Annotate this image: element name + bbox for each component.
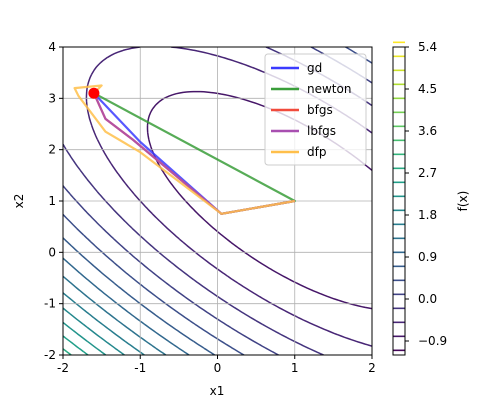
contour-lines [63,47,372,355]
colorbar-tick-label: 3.6 [418,124,437,138]
colorbar-tick-label: 4.5 [418,82,437,96]
x-tick-label: 0 [214,361,222,375]
y-axis-ticks: -2 -1 0 1 2 3 4 [44,40,63,362]
colorbar-label: f(x) [456,191,470,212]
y-tick-label: 2 [48,143,56,157]
x-tick-label: 2 [368,361,376,375]
y-tick-label: -1 [44,297,56,311]
series-line-dfp [73,84,295,215]
legend-label-dfp: dfp [307,145,326,159]
legend: gd newton bfgs lbfgs dfp [264,53,367,166]
y-tick-label: -2 [44,348,56,362]
x-tick-label: 1 [291,361,299,375]
legend-label-newton: newton [307,82,351,96]
contour-level-13 [63,348,72,355]
x-axis-label: x1 [210,384,225,398]
contour-level-6 [63,237,216,355]
contour-level-11 [63,321,107,355]
colorbar-frame [392,46,406,356]
x-tick-label: -1 [134,361,146,375]
colorbar-tick-label: 0.0 [418,292,437,306]
legend-box [264,53,367,166]
legend-label-gd: gd [307,61,322,75]
legend-label-bfgs: bfgs [307,103,333,117]
y-tick-label: 0 [48,245,56,259]
colorbar-tick-label: 2.7 [418,166,437,180]
contour-level-10 [63,307,125,355]
colorbar-background [393,47,405,355]
colorbar-tick-label: 0.9 [418,250,437,264]
x-axis-ticks: -2 -1 0 1 2 [57,355,376,375]
contour-level-1 [146,90,372,310]
colorbar: −0.9 0.0 0.9 1.8 2.7 3.6 4.5 5.4 [392,40,447,356]
colorbar-tick-label: −0.9 [418,334,447,348]
x-tick-label: -2 [57,361,69,375]
y-tick-label: 1 [48,194,56,208]
contour-level-5 [63,47,372,355]
y-axis-label: x2 [12,194,26,209]
contour-level-9 [63,292,145,355]
colorbar-tick-label: 1.8 [418,208,437,222]
colorbar-tick-label: 5.4 [418,40,437,54]
contour-level-12 [63,335,89,355]
y-tick-label: 3 [48,91,56,105]
legend-label-lbfgs: lbfgs [307,124,336,138]
start-point-marker [88,87,100,99]
optimizer-paths [73,84,296,215]
y-tick-label: 4 [48,40,56,54]
